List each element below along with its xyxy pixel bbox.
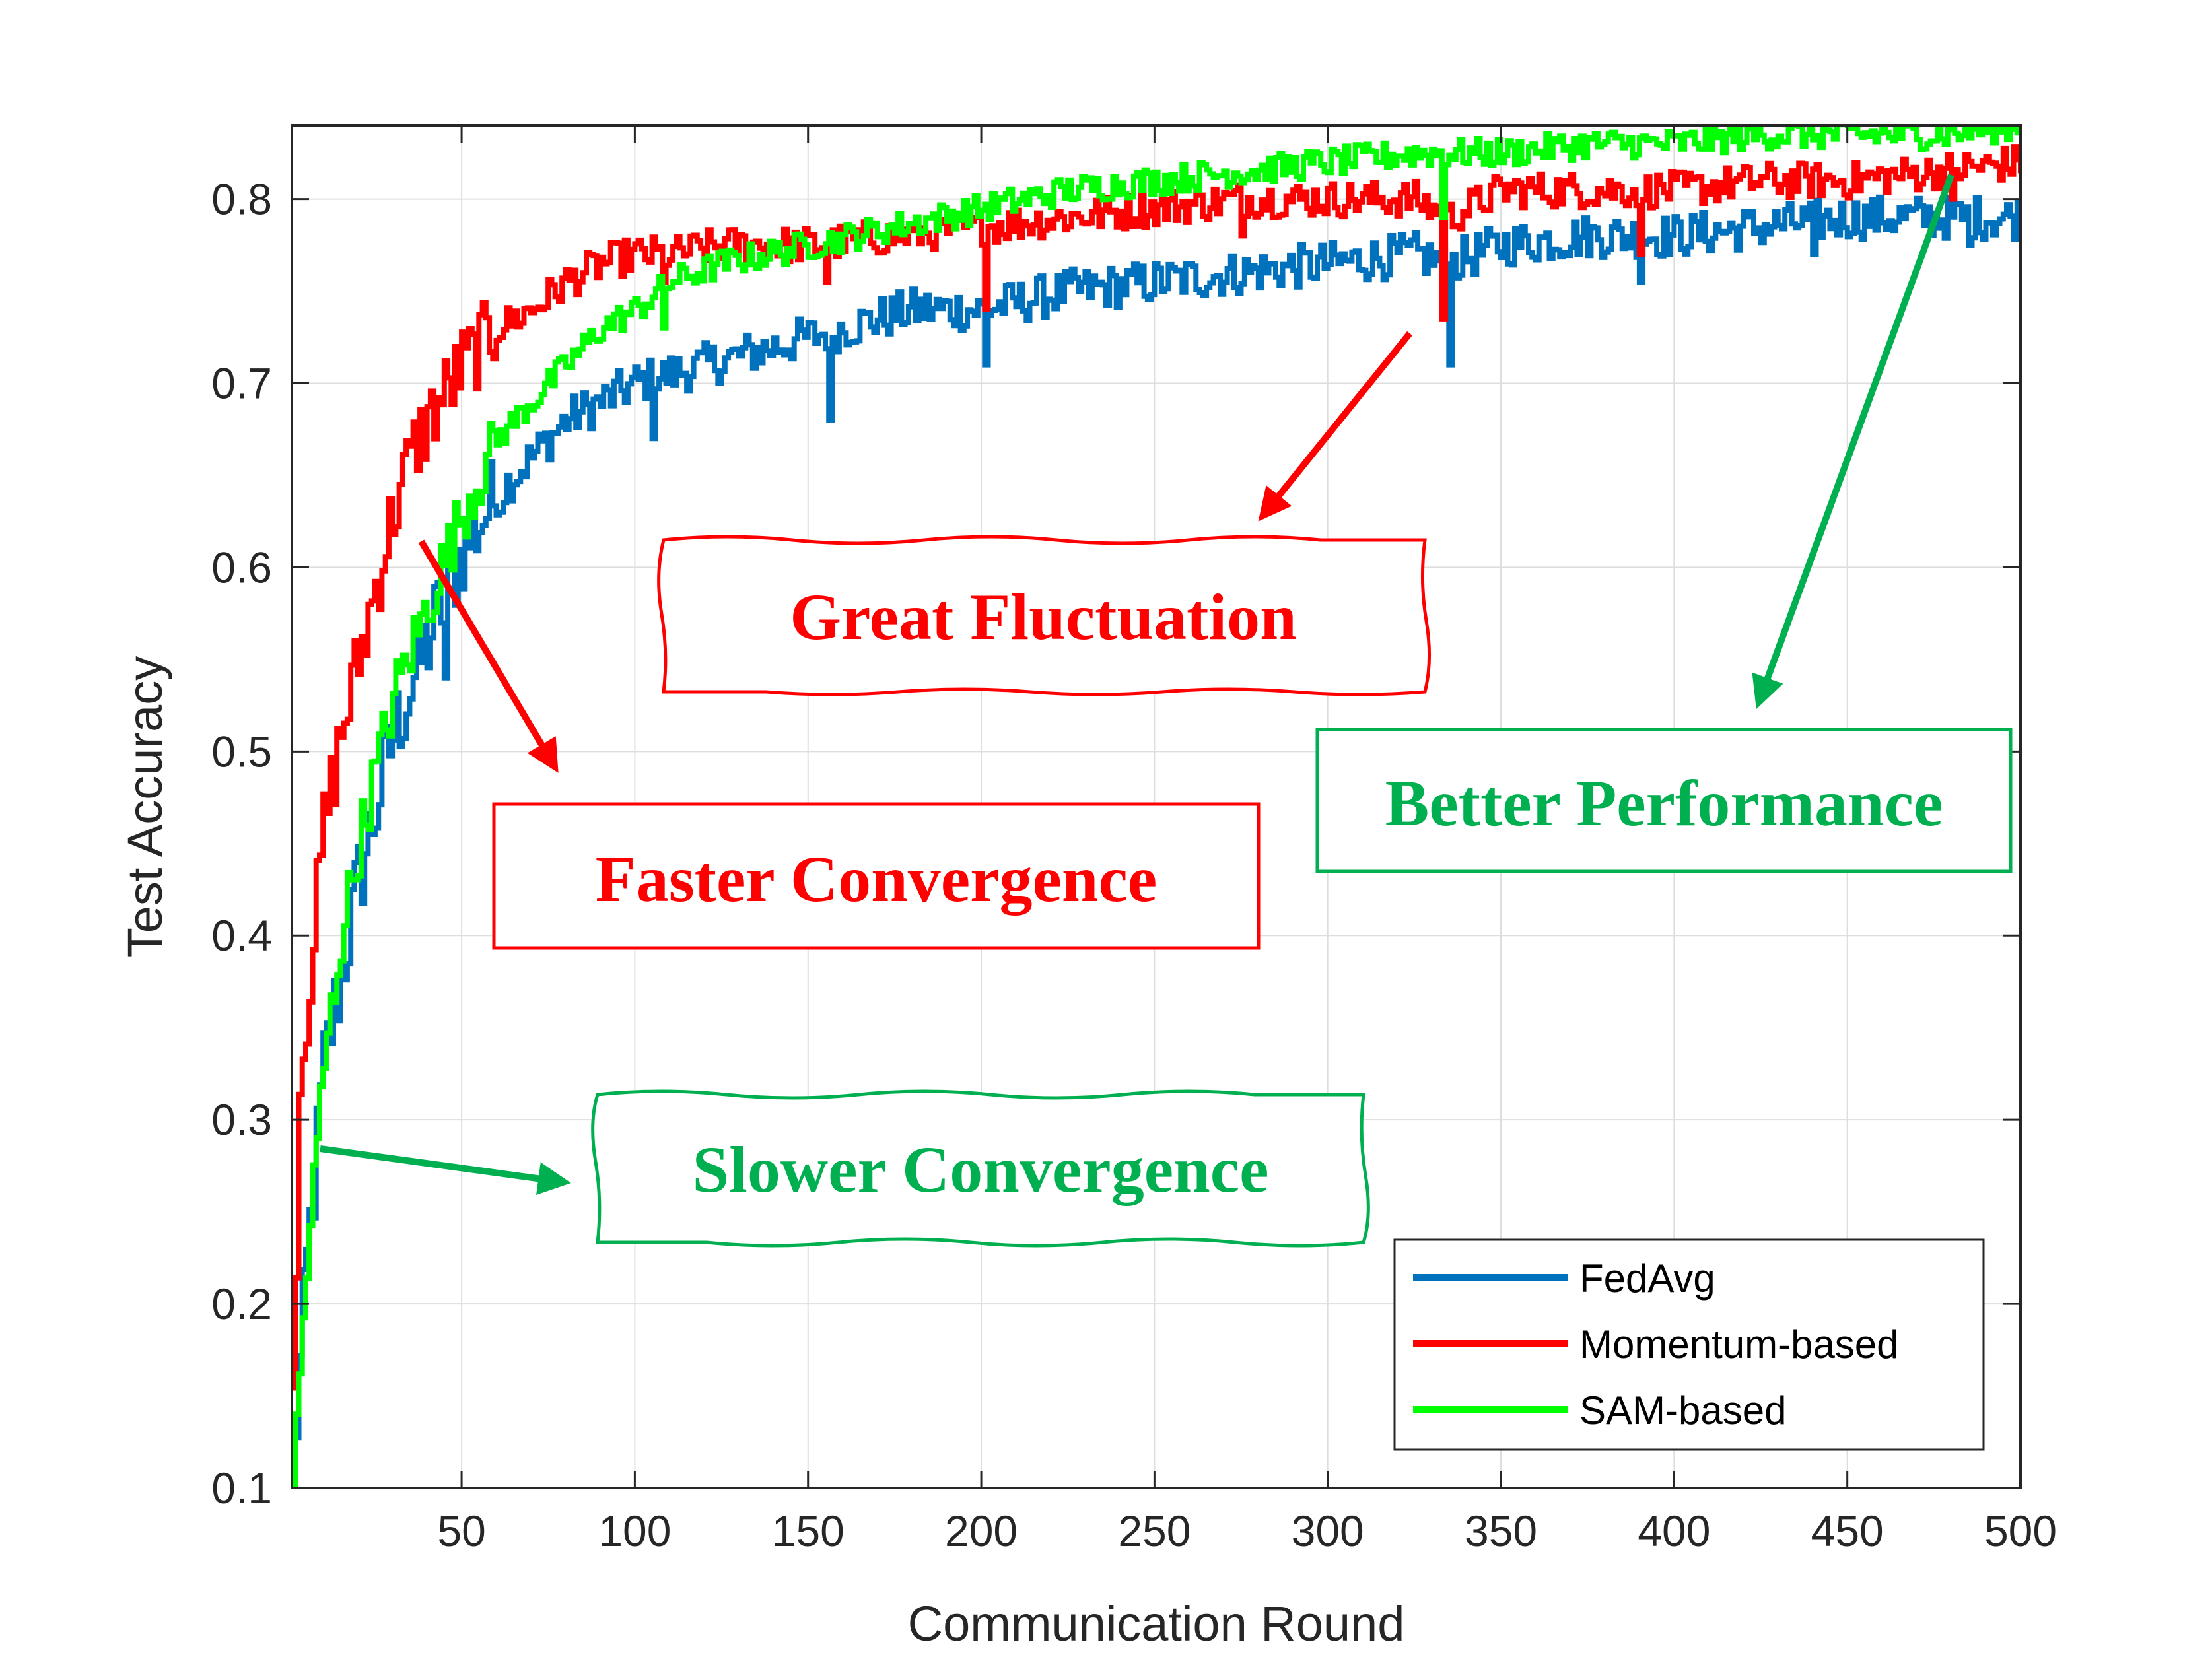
annotation-box-faster-convergence bbox=[492, 802, 1261, 950]
x-tick-label: 50 bbox=[437, 1507, 485, 1555]
annotation-box-better-performance bbox=[1315, 728, 2013, 873]
x-tick-label: 350 bbox=[1465, 1507, 1537, 1555]
arrow-faster-convergence bbox=[418, 539, 559, 773]
series-line-fedavg bbox=[292, 194, 2021, 1458]
x-tick-label: 450 bbox=[1811, 1507, 1884, 1555]
y-tick-label: 0.5 bbox=[211, 727, 272, 776]
legend: FedAvg Momentum-based SAM-based bbox=[1393, 1238, 1985, 1451]
annotation-faster-convergence: Faster Convergence bbox=[492, 802, 1261, 950]
legend-label-momentum: Momentum-based bbox=[1579, 1322, 1899, 1367]
arrow-better-performance bbox=[1752, 174, 1954, 710]
y-tick-label: 0.6 bbox=[211, 543, 272, 592]
y-tick-label: 0.2 bbox=[211, 1279, 272, 1328]
y-axis-label: Test Accuracy bbox=[118, 656, 172, 958]
annotation-label-faster-convergence: Faster Convergence bbox=[596, 842, 1158, 916]
x-tick-label: 300 bbox=[1292, 1507, 1364, 1555]
x-tick-label: 400 bbox=[1638, 1507, 1710, 1555]
series-line-sam-based bbox=[293, 125, 2021, 1488]
legend-label-fedavg: FedAvg bbox=[1579, 1256, 1715, 1301]
y-tick-label: 0.1 bbox=[211, 1464, 272, 1512]
annotation-label-slower-convergence: Slower Convergence bbox=[693, 1133, 1269, 1206]
axis-ticks: 50 100 150 200 250 300 350 400 450 500 0.1 0.2 0.3 0.… bbox=[211, 125, 2057, 1555]
annotation-better-performance: Better Performance bbox=[1315, 728, 2013, 873]
x-tick-label: 250 bbox=[1118, 1507, 1191, 1555]
annotation-label-great-fluctuation: Great Fluctuation bbox=[790, 580, 1297, 654]
legend-label-sam: SAM-based bbox=[1579, 1388, 1786, 1433]
annotation-box-great-fluctuation bbox=[657, 535, 1432, 696]
y-tick-label: 0.3 bbox=[211, 1095, 272, 1144]
y-tick-label: 0.8 bbox=[211, 175, 272, 224]
y-tick-label: 0.7 bbox=[211, 358, 272, 407]
x-tick-label: 100 bbox=[598, 1507, 671, 1555]
annotation-box-slower-convergence bbox=[591, 1089, 1370, 1248]
annotation-great-fluctuation: Great Fluctuation bbox=[657, 535, 1432, 696]
annotation-label-better-performance: Better Performance bbox=[1385, 766, 1943, 840]
axes-box bbox=[291, 124, 2022, 1489]
arrow-slower-convergence bbox=[320, 1145, 571, 1196]
arrow-great-fluctuation bbox=[1258, 331, 1412, 522]
series-line-momentum-based bbox=[292, 144, 2021, 1391]
annotation-slower-convergence: Slower Convergence bbox=[591, 1089, 1370, 1248]
series-layer bbox=[292, 125, 2021, 1488]
y-tick-label: 0.4 bbox=[211, 911, 272, 960]
x-axis-label: Communication Round bbox=[908, 1596, 1405, 1651]
x-tick-label: 200 bbox=[945, 1507, 1018, 1555]
x-tick-label: 150 bbox=[772, 1507, 845, 1555]
x-tick-label: 500 bbox=[1984, 1507, 2057, 1555]
